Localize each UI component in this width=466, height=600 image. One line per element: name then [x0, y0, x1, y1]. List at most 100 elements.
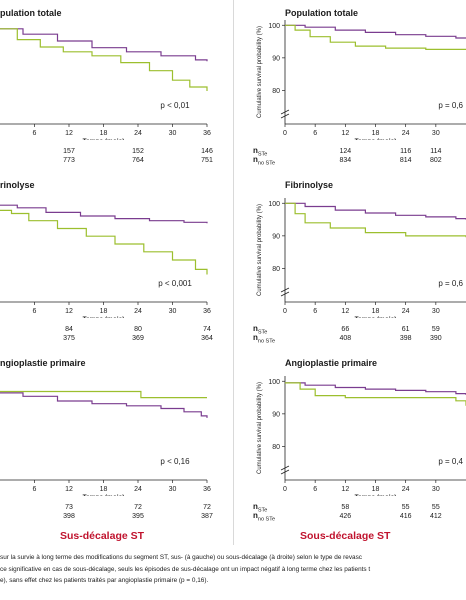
km-chart-svg: 0 6 12 18 24 30 Temps (mois) 100 90 80 Cumulative … — [257, 20, 466, 140]
x-tick-label: 6 — [313, 486, 317, 493]
panel-title: Angioplastie primaire — [285, 358, 378, 368]
y-axis-label: Cumulative survival probability (%) — [257, 382, 263, 474]
n-label-ste: nSTe — [253, 502, 268, 514]
at-risk-count: 375 — [63, 335, 75, 342]
at-risk-count: 152 — [132, 148, 144, 155]
x-tick-label: 36 — [203, 308, 211, 315]
at-risk-count: 398 — [63, 513, 75, 520]
x-tick-label: 18 — [100, 486, 108, 493]
x-axis-label: Temps (mois) — [83, 316, 125, 318]
x-tick-label: 12 — [65, 130, 73, 137]
n-label-noste: nno STe — [253, 333, 276, 345]
at-risk-count: 114 — [430, 148, 442, 155]
km-chart-svg: 6 12 18 24 30 36 Temps (mois) p < 0,01 — [0, 28, 211, 140]
x-tick-label: 6 — [33, 130, 37, 137]
n-label-noste: nno STe — [253, 155, 276, 167]
x-tick-label: 0 — [283, 308, 287, 315]
km-chart-svg: 6 12 18 24 30 36 Temps (mois) p < 0,001 — [0, 204, 211, 318]
km-chart-svg: 6 12 18 24 30 36 Temps (mois) p < 0,16 — [0, 390, 211, 496]
panel-title: Population totale — [285, 8, 358, 18]
at-risk-count: 116 — [400, 148, 412, 155]
x-tick-label: 24 — [134, 486, 142, 493]
panel-title: ngioplastie primaire — [0, 358, 86, 368]
n-label-ste: nSTe — [253, 146, 268, 158]
km-curve-green — [285, 24, 466, 50]
x-tick-label: 30 — [432, 308, 440, 315]
figure-caption: sur la survie à long terme des modificat… — [0, 552, 466, 587]
x-tick-label: 18 — [372, 130, 380, 137]
km-panel-2: rinolyse 6 12 18 24 30 36 Temps (mois) p < 0,001… — [0, 178, 233, 353]
km-curve-purple — [285, 24, 466, 39]
column-divider — [233, 0, 234, 545]
km-panel-3: Fibrinolyse 0 6 12 18 24 30 Temps (mois) 100 90 80… — [233, 178, 466, 353]
x-tick-label: 30 — [169, 308, 177, 315]
p-value: p < 0,001 — [158, 279, 192, 288]
at-risk-count: 59 — [431, 326, 440, 333]
y-tick-label: 100 — [268, 23, 280, 30]
at-risk-count: 364 — [201, 335, 213, 342]
at-risk-count: 124 — [339, 148, 352, 155]
x-tick-label: 12 — [65, 308, 73, 315]
at-risk-count: 73 — [65, 504, 73, 511]
at-risk-count: 58 — [341, 504, 350, 511]
p-value: p < 0,16 — [160, 457, 190, 466]
at-risk-count: 74 — [203, 326, 211, 333]
x-tick-label: 18 — [100, 308, 108, 315]
x-tick-label: 12 — [65, 486, 73, 493]
x-tick-label: 24 — [402, 308, 410, 315]
axis-break-icon — [280, 287, 290, 297]
y-tick-label: 100 — [268, 201, 280, 208]
x-tick-label: 30 — [432, 130, 440, 137]
x-tick-label: 24 — [402, 130, 410, 137]
at-risk-count: 395 — [132, 513, 144, 520]
x-axis-label: Temps (mois) — [83, 494, 125, 496]
panel-title: pulation totale — [0, 8, 62, 18]
x-axis-label: Temps (mois) — [355, 138, 397, 140]
at-risk-count: 416 — [399, 513, 412, 520]
km-curve-purple — [0, 392, 208, 418]
at-risk-count: 55 — [431, 504, 440, 511]
at-risk-count: 751 — [201, 157, 213, 164]
x-tick-label: 24 — [134, 130, 142, 137]
at-risk-count: 146 — [201, 148, 213, 155]
panel-title: Fibrinolyse — [285, 180, 334, 190]
x-tick-label: 0 — [283, 130, 287, 137]
km-curve-green — [285, 202, 466, 238]
x-axis-label: Temps (mois) — [83, 138, 125, 140]
x-tick-label: 30 — [169, 486, 177, 493]
km-curve-purple — [285, 382, 466, 395]
at-risk-count: 814 — [399, 157, 412, 164]
x-tick-label: 30 — [169, 130, 177, 137]
y-tick-label: 80 — [272, 266, 280, 273]
p-value: p = 0,6 — [438, 279, 463, 288]
at-risk-count: 157 — [63, 148, 75, 155]
at-risk-count: 834 — [339, 157, 352, 164]
x-tick-label: 30 — [432, 486, 440, 493]
x-tick-label: 24 — [134, 308, 142, 315]
panel-title: rinolyse — [0, 180, 35, 190]
x-axis-label: Temps (mois) — [355, 316, 397, 318]
x-tick-label: 18 — [372, 308, 380, 315]
at-risk-count: 84 — [65, 326, 73, 333]
section-label-left: Sus-décalage ST — [60, 530, 145, 542]
at-risk-count: 426 — [339, 513, 352, 520]
caption-line-3: e), sans effet chez les patients traités… — [0, 577, 209, 584]
km-curve-green — [0, 28, 208, 91]
x-tick-label: 6 — [313, 308, 317, 315]
y-tick-label: 100 — [268, 379, 280, 386]
at-risk-count: 61 — [401, 326, 410, 333]
km-curve-green — [285, 382, 466, 406]
km-chart-svg: 0 6 12 18 24 30 Temps (mois) 100 90 80 Cumulative … — [257, 376, 466, 496]
x-tick-label: 0 — [283, 486, 287, 493]
km-curve-purple — [0, 204, 208, 224]
y-tick-label: 90 — [272, 411, 280, 418]
at-risk-count: 398 — [399, 335, 412, 342]
n-label-ste: nSTe — [253, 324, 268, 336]
at-risk-count: 773 — [63, 157, 75, 164]
x-tick-label: 36 — [203, 130, 211, 137]
at-risk-count: 764 — [132, 157, 144, 164]
x-tick-label: 12 — [341, 130, 349, 137]
x-tick-label: 18 — [372, 486, 380, 493]
km-curve-purple — [0, 28, 208, 62]
x-axis-label: Temps (mois) — [355, 494, 397, 496]
